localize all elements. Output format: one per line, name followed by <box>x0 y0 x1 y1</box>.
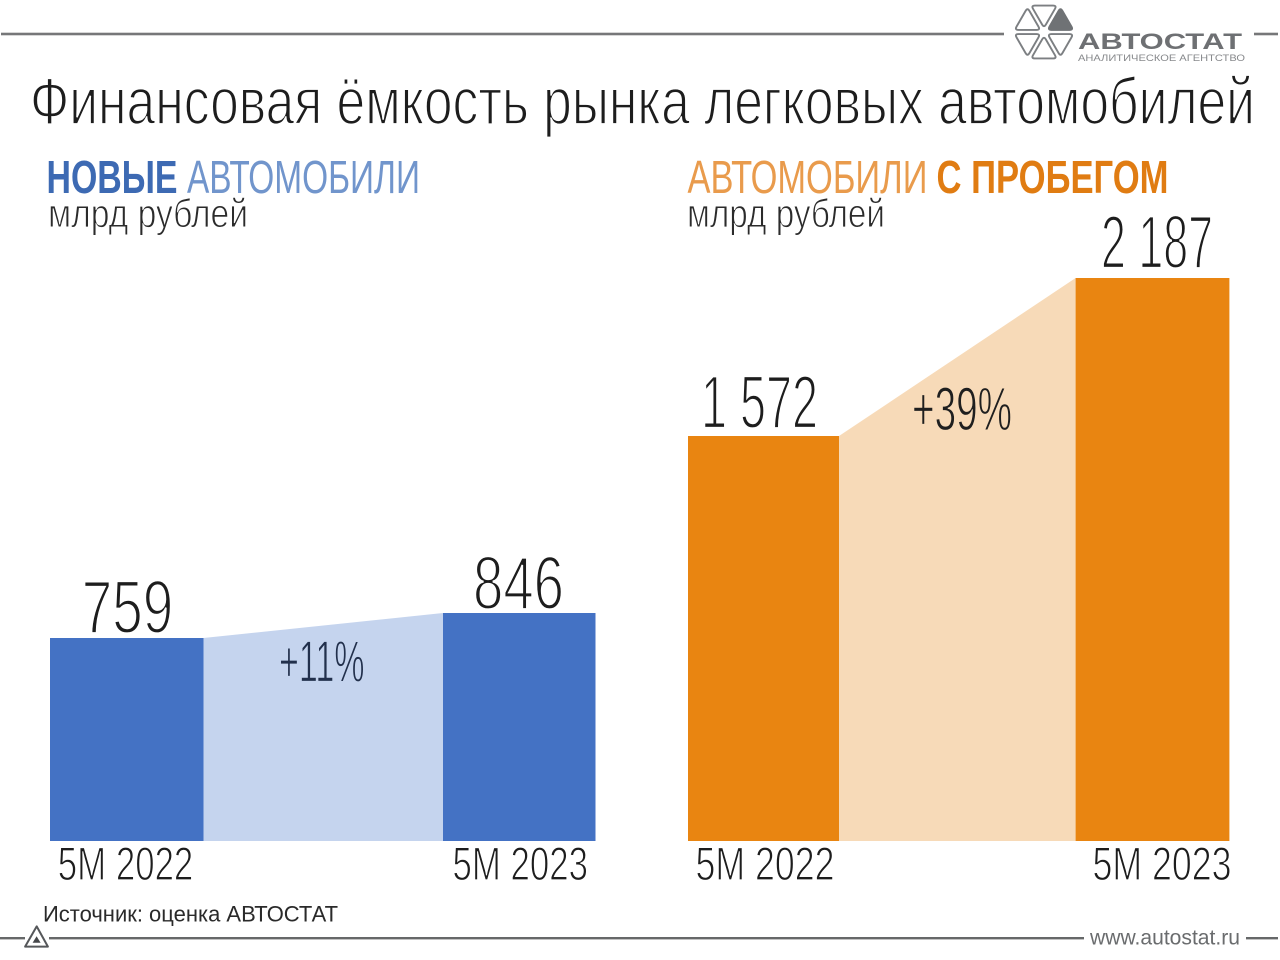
svg-text:5M 2022: 5M 2022 <box>58 838 194 891</box>
svg-text:759: 759 <box>82 565 174 649</box>
svg-text:5M 2022: 5M 2022 <box>696 838 835 891</box>
svg-text:1 572: 1 572 <box>701 360 818 444</box>
svg-text:АВТОСТАТ: АВТОСТАТ <box>1078 29 1243 54</box>
svg-text:5M 2023: 5M 2023 <box>1093 838 1232 891</box>
svg-text:846: 846 <box>473 541 564 625</box>
svg-text:НОВЫЕ: НОВЫЕ <box>47 151 178 203</box>
svg-text:Финансовая ёмкость рынка легко: Финансовая ёмкость рынка легковых автомо… <box>30 64 1255 138</box>
svg-text:5M 2023: 5M 2023 <box>453 838 589 891</box>
svg-text:АНАЛИТИЧЕСКОЕ АГЕНТСТВО: АНАЛИТИЧЕСКОЕ АГЕНТСТВО <box>1078 53 1245 64</box>
svg-text:млрд рублей: млрд рублей <box>48 192 248 236</box>
svg-text:+39%: +39% <box>912 375 1012 443</box>
svg-text:млрд рублей: млрд рублей <box>687 192 885 236</box>
svg-text:С ПРОБЕГОМ: С ПРОБЕГОМ <box>937 151 1169 203</box>
svg-text:АВТОМОБИЛИ: АВТОМОБИЛИ <box>187 151 420 203</box>
svg-text:+11%: +11% <box>279 630 365 695</box>
svg-text:2 187: 2 187 <box>1101 200 1213 284</box>
svg-text:АВТОМОБИЛИ: АВТОМОБИЛИ <box>688 151 928 203</box>
svg-text:www.autostat.ru: www.autostat.ru <box>1089 927 1240 950</box>
svg-text:Источник: оценка АВТОСТАТ: Источник: оценка АВТОСТАТ <box>43 902 338 927</box>
